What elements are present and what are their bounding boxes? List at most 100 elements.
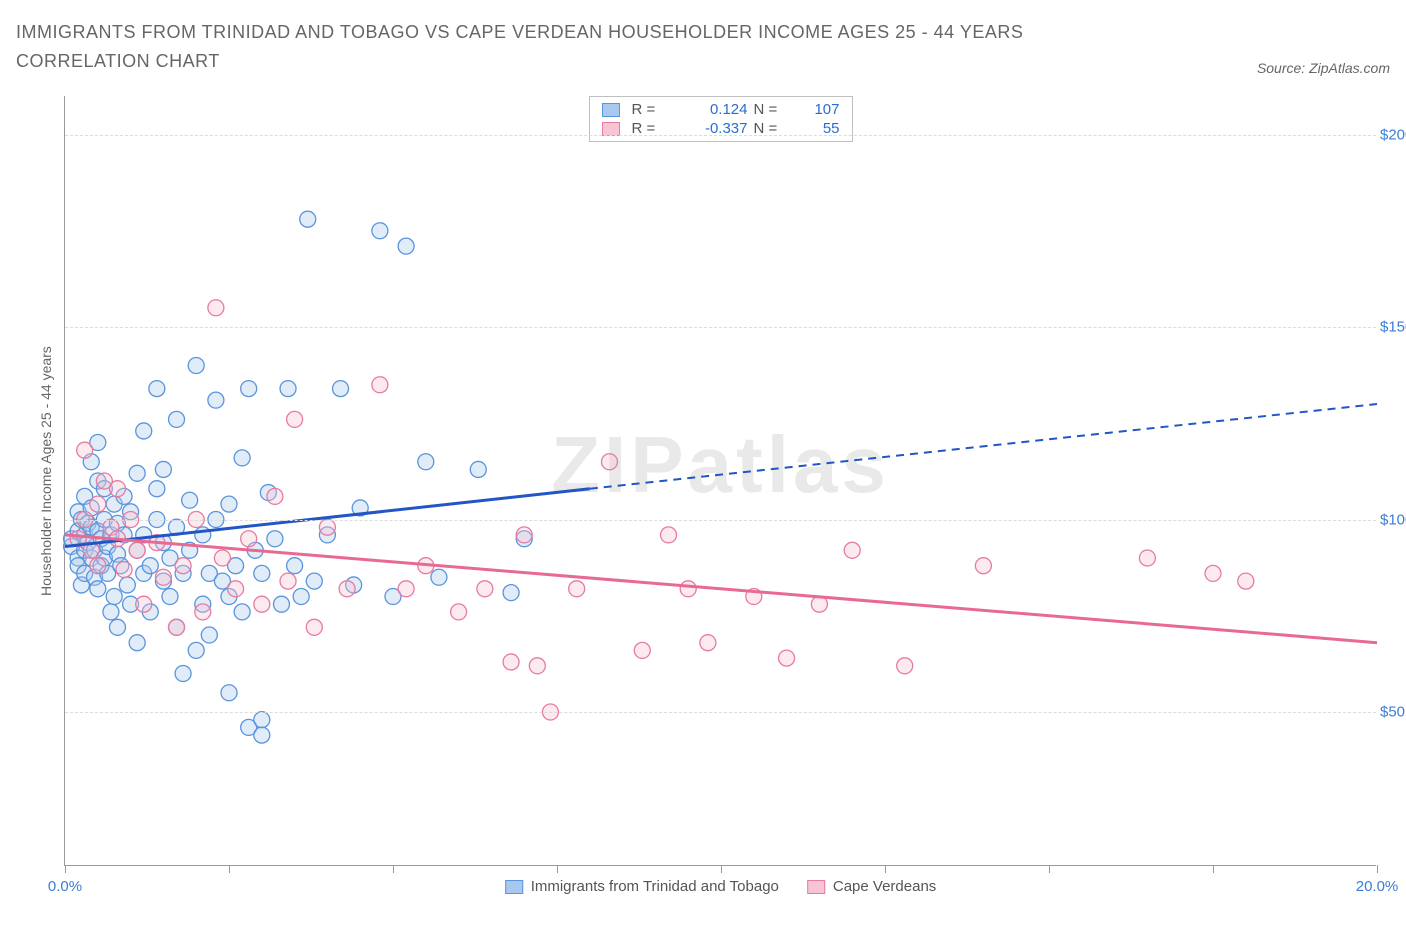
scatter-svg xyxy=(65,96,1377,866)
scatter-point xyxy=(182,492,198,508)
x-tick xyxy=(1377,865,1378,873)
x-tick xyxy=(65,865,66,873)
scatter-point xyxy=(529,658,545,674)
scatter-point xyxy=(273,596,289,612)
legend-label: Cape Verdeans xyxy=(833,878,936,895)
scatter-point xyxy=(195,604,211,620)
scatter-point xyxy=(897,658,913,674)
scatter-point xyxy=(109,619,125,635)
scatter-point xyxy=(149,481,165,497)
scatter-point xyxy=(503,585,519,601)
scatter-point xyxy=(77,442,93,458)
scatter-point xyxy=(661,527,677,543)
gridline xyxy=(65,520,1376,521)
scatter-point xyxy=(214,550,230,566)
scatter-point xyxy=(90,558,106,574)
scatter-point xyxy=(267,488,283,504)
scatter-point xyxy=(516,527,532,543)
x-tick xyxy=(557,865,558,873)
scatter-point xyxy=(267,531,283,547)
scatter-point xyxy=(188,358,204,374)
x-tick xyxy=(885,865,886,873)
y-axis-label: Householder Income Ages 25 - 44 years xyxy=(38,346,54,596)
scatter-point xyxy=(129,635,145,651)
scatter-point xyxy=(208,300,224,316)
scatter-point xyxy=(398,238,414,254)
scatter-point xyxy=(451,604,467,620)
scatter-point xyxy=(306,619,322,635)
gridline xyxy=(65,712,1376,713)
scatter-point xyxy=(975,558,991,574)
scatter-point xyxy=(109,481,125,497)
scatter-point xyxy=(319,519,335,535)
scatter-point xyxy=(1238,573,1254,589)
scatter-point xyxy=(844,542,860,558)
scatter-point xyxy=(254,727,270,743)
scatter-point xyxy=(155,461,171,477)
legend-item: Cape Verdeans xyxy=(807,878,936,895)
bottom-legend: Immigrants from Trinidad and Tobago Cape … xyxy=(505,878,937,895)
scatter-point xyxy=(372,377,388,393)
y-tick-label: $100,000 xyxy=(1380,511,1406,528)
scatter-point xyxy=(136,423,152,439)
scatter-point xyxy=(169,411,185,427)
title-row: IMMIGRANTS FROM TRINIDAD AND TOBAGO VS C… xyxy=(16,16,1390,76)
x-tick xyxy=(721,865,722,873)
legend-swatch xyxy=(505,880,523,894)
scatter-point xyxy=(136,596,152,612)
scatter-point xyxy=(234,450,250,466)
scatter-point xyxy=(300,211,316,227)
scatter-point xyxy=(634,642,650,658)
scatter-point xyxy=(241,531,257,547)
scatter-point xyxy=(201,627,217,643)
scatter-point xyxy=(90,581,106,597)
scatter-point xyxy=(175,558,191,574)
scatter-point xyxy=(372,223,388,239)
scatter-point xyxy=(339,581,355,597)
scatter-point xyxy=(254,596,270,612)
chart-container: IMMIGRANTS FROM TRINIDAD AND TOBAGO VS C… xyxy=(16,16,1390,914)
scatter-point xyxy=(149,381,165,397)
scatter-point xyxy=(398,581,414,597)
x-tick xyxy=(1213,865,1214,873)
scatter-point xyxy=(254,712,270,728)
trend-line xyxy=(65,535,1377,643)
scatter-point xyxy=(90,496,106,512)
plot-area: ZIPatlas R =0.124N =107R =-0.337N =55 Im… xyxy=(64,96,1376,866)
scatter-point xyxy=(306,573,322,589)
scatter-point xyxy=(119,577,135,593)
scatter-point xyxy=(169,619,185,635)
legend-swatch xyxy=(807,880,825,894)
y-tick-label: $200,000 xyxy=(1380,126,1406,143)
scatter-point xyxy=(287,558,303,574)
y-tick-label: $150,000 xyxy=(1380,319,1406,336)
scatter-point xyxy=(129,542,145,558)
scatter-point xyxy=(601,454,617,470)
x-tick-label: 20.0% xyxy=(1356,878,1399,895)
scatter-point xyxy=(103,604,119,620)
scatter-point xyxy=(106,589,122,605)
chart-title: IMMIGRANTS FROM TRINIDAD AND TOBAGO VS C… xyxy=(16,18,1116,76)
scatter-point xyxy=(333,381,349,397)
scatter-point xyxy=(280,381,296,397)
scatter-point xyxy=(162,589,178,605)
x-tick xyxy=(1049,865,1050,873)
scatter-point xyxy=(129,465,145,481)
scatter-point xyxy=(228,581,244,597)
scatter-point xyxy=(293,589,309,605)
scatter-point xyxy=(477,581,493,597)
gridline xyxy=(65,327,1376,328)
scatter-point xyxy=(470,461,486,477)
scatter-point xyxy=(142,558,158,574)
scatter-point xyxy=(418,454,434,470)
scatter-point xyxy=(431,569,447,585)
scatter-point xyxy=(680,581,696,597)
legend-item: Immigrants from Trinidad and Tobago xyxy=(505,878,779,895)
scatter-point xyxy=(1139,550,1155,566)
x-tick xyxy=(229,865,230,873)
scatter-point xyxy=(241,381,257,397)
gridline xyxy=(65,135,1376,136)
scatter-point xyxy=(700,635,716,651)
scatter-point xyxy=(188,642,204,658)
scatter-point xyxy=(287,411,303,427)
